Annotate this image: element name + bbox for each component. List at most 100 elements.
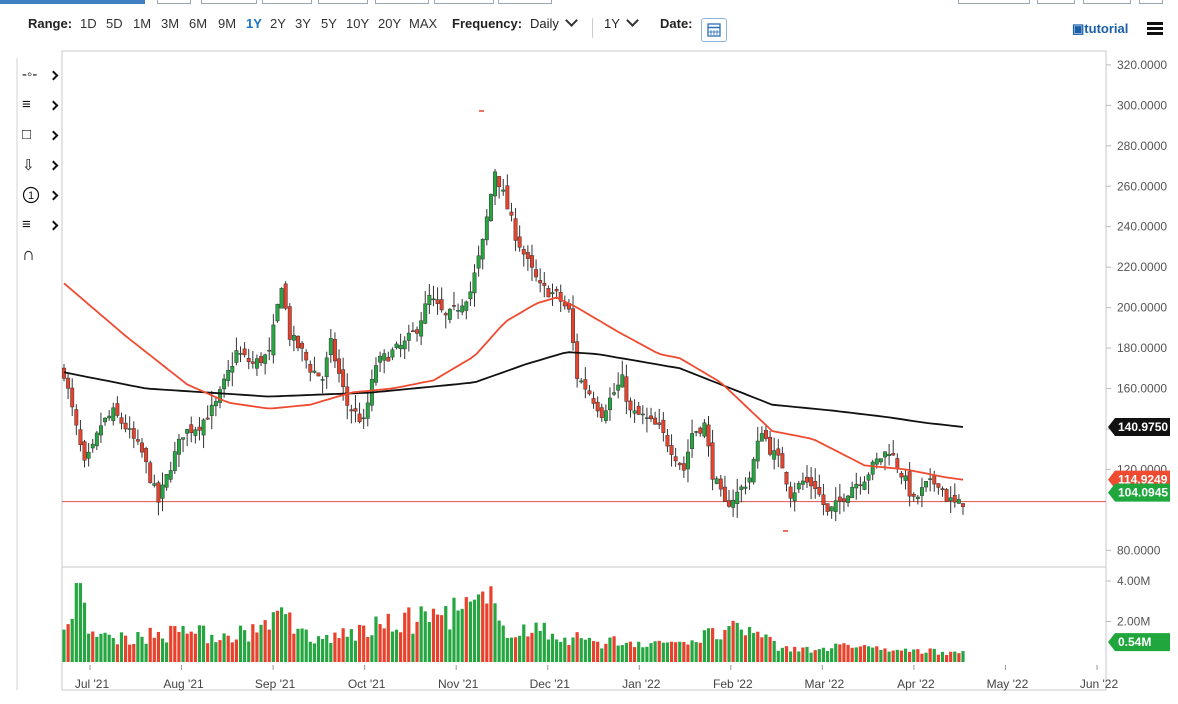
volume-bar [210, 634, 214, 662]
candle-body [394, 343, 399, 348]
volume-bar [382, 628, 386, 662]
candle-body [677, 462, 682, 466]
price-chart[interactable]: 320.0000 300.0000 280.0000 260.0000 240.0000… [0, 42, 1178, 699]
candle-body [694, 431, 699, 433]
volume-bar [895, 649, 899, 662]
numbered-marker-tool[interactable]: 1 [22, 186, 62, 208]
volume-bar [542, 622, 546, 662]
candle-body [476, 255, 481, 269]
hamburger-menu-icon[interactable] [1147, 22, 1163, 35]
range-1d[interactable]: 1D [80, 16, 97, 31]
candle-body [390, 349, 395, 358]
candle-body [837, 496, 842, 502]
candle-body [883, 451, 887, 458]
line-tool[interactable]: -◦- [22, 66, 62, 88]
period-select[interactable]: 1Y [604, 14, 639, 31]
candle-body [135, 439, 140, 442]
range-3m[interactable]: 3M [161, 16, 180, 31]
candle-body [410, 330, 415, 332]
range-1m[interactable]: 1M [133, 16, 152, 31]
range-6m[interactable]: 6M [189, 16, 208, 31]
candle-body [554, 289, 559, 292]
volume-bar [608, 637, 612, 662]
volume-bar [251, 624, 255, 662]
magnet-tool[interactable]: ∩ [22, 244, 62, 266]
arrow-tool[interactable]: ⇩ [22, 156, 62, 178]
range-20y[interactable]: 20Y [378, 16, 402, 31]
volume-bar [760, 637, 764, 662]
fibonacci-tool[interactable]: ≡ [22, 96, 62, 118]
candle-body [213, 401, 218, 407]
volume-bar [834, 643, 838, 662]
candle-body [669, 445, 674, 455]
candle-body [107, 415, 112, 419]
candle-body [591, 398, 596, 404]
tutorial-label: tutorial [1084, 21, 1129, 36]
candle-body [271, 324, 276, 356]
measure-tool[interactable]: ≡ [22, 216, 62, 238]
range-9m[interactable]: 9M [218, 16, 237, 31]
volume-bar [259, 624, 263, 662]
tutorial-link[interactable]: ▣tutorial [1072, 21, 1128, 37]
rectangle-tool[interactable]: □ [22, 126, 62, 148]
volume-bar [908, 651, 912, 662]
chart-toolbar: Range: 1D 5D 1M 3M 6M 9M 1Y 2Y 3Y 5Y 10Y… [0, 6, 1178, 42]
range-3y[interactable]: 3Y [295, 16, 311, 31]
volume-bar [846, 644, 850, 662]
volume-bar [928, 648, 932, 662]
volume-bar [600, 648, 604, 662]
volume-bar [579, 638, 583, 662]
range-max[interactable]: MAX [409, 16, 438, 31]
volume-bar [267, 629, 271, 662]
date-picker-button[interactable] [701, 18, 727, 42]
volume-bar [423, 611, 427, 662]
candle-body [599, 407, 604, 418]
volume-axis: 4.00M 2.00M [1106, 574, 1150, 629]
chevron-down-icon [565, 14, 578, 27]
range-2y[interactable]: 2Y [270, 16, 286, 31]
candle-body [468, 291, 473, 300]
volume-bar [399, 632, 403, 662]
candle-body [254, 358, 259, 369]
volume-bar [312, 643, 317, 662]
volume-bar [850, 647, 854, 662]
volume-tick-label: 4.00M [1117, 574, 1150, 588]
frequency-select[interactable]: Daily [530, 14, 578, 31]
candle-body [833, 500, 838, 512]
volume-bar [669, 641, 674, 662]
chart-area: 320.0000 300.0000 280.0000 260.0000 240.0000… [0, 42, 1178, 704]
candle-body [263, 354, 268, 364]
volume-bar [177, 631, 181, 662]
candle-body [497, 176, 502, 188]
time-tick-label: Apr '22 [897, 677, 935, 691]
candle-body [899, 472, 904, 478]
candle-body [768, 436, 773, 455]
candle-body [961, 503, 965, 507]
volume-bar [752, 633, 756, 662]
volume-bar [493, 603, 497, 662]
candle-body [583, 379, 588, 390]
range-5d[interactable]: 5D [106, 16, 123, 31]
volume-bar [953, 651, 957, 662]
volume-bar [612, 636, 616, 662]
candle-body [164, 474, 169, 488]
last-price-tag: 104.0945 [1118, 486, 1168, 500]
volume-bar [694, 642, 698, 662]
candle-body [550, 292, 555, 295]
range-1y[interactable]: 1Y [246, 16, 262, 31]
volume-bars [62, 583, 965, 662]
candle-body [673, 456, 678, 462]
candle-body [234, 350, 239, 363]
candle-body [123, 422, 128, 430]
candle-body [542, 283, 547, 286]
ma-slow-tag: 140.9750 [1118, 420, 1168, 434]
volume-bar [464, 597, 468, 662]
top-strip [0, 0, 1178, 5]
volume-bar [255, 632, 259, 662]
range-10y[interactable]: 10Y [346, 16, 370, 31]
candle-body [386, 357, 391, 362]
candle-body [275, 303, 280, 322]
range-5y[interactable]: 5Y [321, 16, 337, 31]
candle-body [636, 405, 641, 415]
volume-bar [378, 624, 382, 662]
